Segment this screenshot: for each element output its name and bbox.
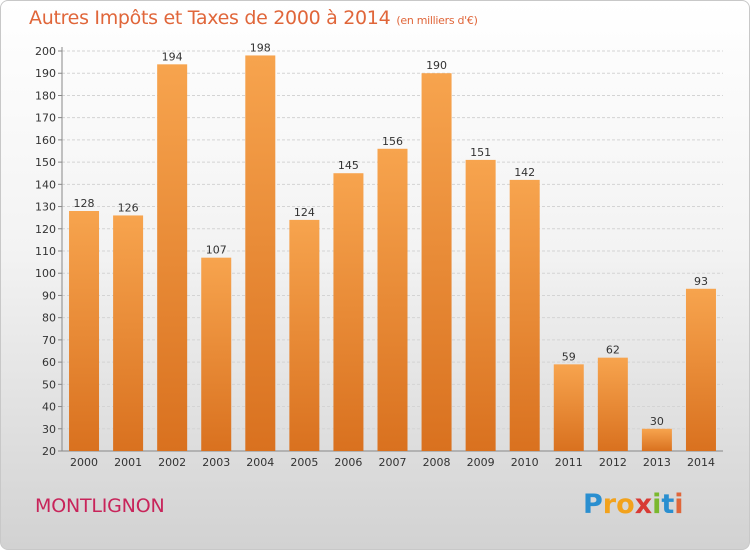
y-tick-label: 140: [35, 178, 56, 191]
x-tick-label: 2005: [290, 456, 318, 469]
bar-2002: [157, 64, 188, 452]
data-label-2012: 62: [606, 344, 620, 357]
logo-letter: x: [634, 489, 653, 520]
x-tick-label: 2011: [555, 456, 583, 469]
y-tick-label: 100: [35, 267, 56, 280]
chart-title-text: Autres Impôts et Taxes de 2000 à 2014: [29, 7, 391, 29]
town-name: MONTLIGNON: [35, 495, 165, 517]
y-tick-label: 130: [35, 201, 56, 214]
bar-2005: [289, 219, 320, 451]
bar-2011: [553, 364, 584, 451]
y-tick-label: 200: [35, 45, 56, 58]
data-label-2009: 151: [470, 146, 491, 159]
x-tick-label: 2008: [423, 456, 451, 469]
y-tick-label: 20: [42, 445, 56, 458]
bar-2012: [597, 357, 628, 451]
bar-2010: [509, 179, 540, 451]
bar-2001: [113, 215, 144, 451]
logo-letter: i: [674, 489, 684, 520]
data-label-2002: 194: [162, 50, 183, 63]
data-label-2007: 156: [382, 135, 403, 148]
x-tick-label: 2013: [643, 456, 671, 469]
y-tick-label: 160: [35, 134, 56, 147]
x-tick-label: 2006: [334, 456, 362, 469]
x-tick-label: 2014: [687, 456, 715, 469]
bar-2013: [641, 428, 672, 451]
y-tick-label: 170: [35, 112, 56, 125]
data-label-2013: 30: [650, 415, 664, 428]
y-tick-label: 50: [42, 378, 56, 391]
data-label-2000: 128: [74, 197, 95, 210]
logo-letter: o: [616, 489, 635, 520]
bar-2008: [421, 73, 452, 451]
y-tick-label: 150: [35, 156, 56, 169]
bars: [69, 55, 716, 452]
bar-2006: [333, 173, 364, 451]
logo-letter: r: [602, 489, 617, 520]
y-tick-label: 180: [35, 89, 56, 102]
x-tick-label: 2003: [202, 456, 230, 469]
y-tick-label: 90: [42, 289, 56, 302]
data-label-2004: 198: [250, 41, 271, 54]
y-tick-label: 60: [42, 356, 56, 369]
x-tick-label: 2009: [467, 456, 495, 469]
bar-2003: [201, 257, 232, 451]
x-tick-label: 2002: [158, 456, 186, 469]
y-tick-label: 80: [42, 312, 56, 325]
x-tick-label: 2010: [511, 456, 539, 469]
chart-title: Autres Impôts et Taxes de 2000 à 2014 (en…: [29, 7, 478, 29]
y-tick-label: 190: [35, 67, 56, 80]
bar-2004: [245, 55, 276, 451]
x-tick-label: 2012: [599, 456, 627, 469]
data-label-2014: 93: [694, 275, 708, 288]
x-tick-label: 2001: [114, 456, 142, 469]
bar-2014: [685, 288, 716, 451]
proxiti-logo: Proxiti: [583, 489, 684, 520]
data-label-2005: 124: [294, 206, 315, 219]
bar-2007: [377, 148, 408, 451]
bar-2009: [465, 159, 496, 451]
data-labels: 128 126 194 107 198 124 145 156 190 151 142 59 62 30 9…: [74, 41, 708, 427]
bar-2000: [69, 211, 100, 451]
y-tick-label: 110: [35, 245, 56, 258]
data-label-2006: 145: [338, 159, 359, 172]
logo-letter: i: [652, 489, 662, 520]
y-tick-label: 40: [42, 401, 56, 414]
logo-letter: P: [583, 489, 603, 520]
logo-letter: t: [661, 489, 675, 520]
x-tick-label: 2007: [379, 456, 407, 469]
data-label-2001: 126: [118, 201, 139, 214]
data-label-2011: 59: [562, 350, 576, 363]
y-tick-label: 30: [42, 423, 56, 436]
data-label-2008: 190: [426, 59, 447, 72]
data-label-2003: 107: [206, 244, 227, 257]
y-tick-label: 70: [42, 334, 56, 347]
chart-subtitle: (en milliers d'€): [396, 14, 478, 27]
y-tick-label: 120: [35, 223, 56, 236]
data-label-2010: 142: [514, 166, 535, 179]
x-tick-label: 2004: [246, 456, 274, 469]
x-tick-label: 2000: [70, 456, 98, 469]
